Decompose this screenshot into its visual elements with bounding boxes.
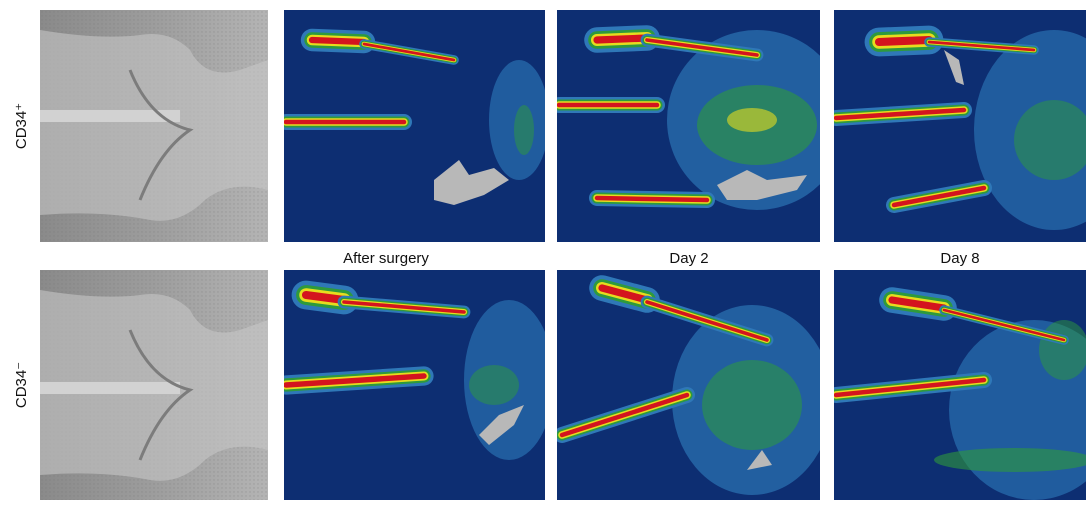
image-panel xyxy=(40,270,268,500)
signal-streak xyxy=(597,198,707,200)
signal-streak xyxy=(597,38,647,40)
signal-streak xyxy=(312,40,364,42)
figure: CD34⁺ CD34⁻ After surgery Day 2 Day 8 xyxy=(0,0,1086,500)
page: {"row_labels": ["CD34⁺", "CD34⁻"], "colu… xyxy=(0,0,1086,500)
image-panel xyxy=(284,10,549,242)
column-label: After surgery xyxy=(343,250,429,267)
image-panel xyxy=(834,10,1086,242)
row-label: CD34⁻ xyxy=(13,362,30,408)
bone xyxy=(40,382,180,394)
image-panel xyxy=(834,270,1086,500)
image-panel xyxy=(557,10,847,242)
signal-cloud xyxy=(702,360,802,450)
signal-cloud xyxy=(469,365,519,405)
signal-streak xyxy=(879,40,929,42)
column-label: Day 2 xyxy=(669,250,708,267)
image-panel xyxy=(40,10,268,242)
row-label: CD34⁺ xyxy=(13,103,30,149)
image-panel xyxy=(284,270,554,500)
signal-cloud xyxy=(727,108,777,132)
column-label: Day 8 xyxy=(940,250,979,267)
signal-cloud xyxy=(514,105,534,155)
image-panel xyxy=(557,270,832,500)
